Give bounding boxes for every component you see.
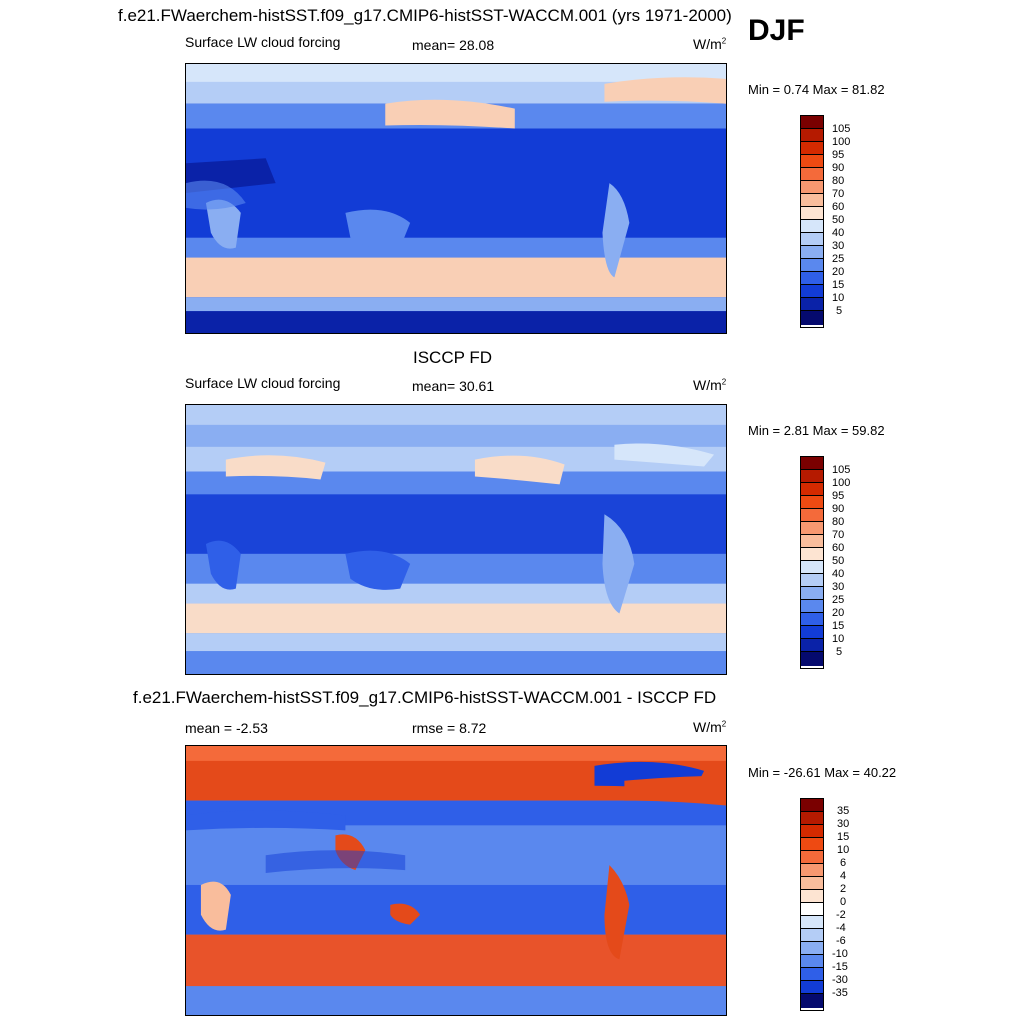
panel1-mean: mean= 28.08 [412, 37, 495, 53]
cbar1-tick: 80 [832, 175, 845, 187]
cbar1-tick: 15 [832, 279, 845, 291]
panel2-map [185, 404, 727, 675]
cbar3-tick: -15 [832, 961, 848, 973]
cbar3-tick: -6 [836, 935, 846, 947]
panel3-minmax: Min = -26.61 Max = 40.22 [748, 765, 897, 780]
cbar2-tick: 100 [832, 477, 851, 489]
cbar2-tick: 30 [832, 581, 845, 593]
panel2-mean: mean= 30.61 [412, 378, 495, 394]
panel1-variable: Surface LW cloud forcing [185, 34, 341, 50]
panel2-variable: Surface LW cloud forcing [185, 375, 341, 391]
cbar1-tick: 20 [832, 266, 845, 278]
cbar1-tick: 25 [832, 253, 845, 265]
cbar3-tick: 15 [837, 831, 850, 843]
panel1-colorbar [800, 115, 824, 328]
cbar3-tick: 10 [837, 844, 850, 856]
cbar2-tick: 70 [832, 529, 845, 541]
panel3-title: f.e21.FWaerchem-histSST.f09_g17.CMIP6-hi… [133, 688, 717, 707]
panel2-colorbar [800, 456, 824, 669]
cbar1-tick: 105 [832, 123, 851, 135]
cbar1-tick: 10 [832, 292, 845, 304]
cbar2-tick: 90 [832, 503, 845, 515]
cbar1-tick: 60 [832, 201, 845, 213]
panel3-units: W/m2 [693, 719, 727, 735]
cbar2-tick: 5 [836, 646, 843, 658]
cbar2-tick: 80 [832, 516, 845, 528]
panel2-units: W/m2 [693, 377, 727, 393]
cbar2-tick: 20 [832, 607, 845, 619]
cbar2-tick: 15 [832, 620, 845, 632]
panel2-title: ISCCP FD [413, 348, 493, 367]
panel1-units: W/m2 [693, 36, 727, 52]
cbar1-tick: 100 [832, 136, 851, 148]
panel3-mean: mean = -2.53 [185, 720, 268, 736]
cbar2-tick: 105 [832, 464, 851, 476]
cbar1-tick: 50 [832, 214, 845, 226]
cbar2-tick: 95 [832, 490, 845, 502]
cbar3-tick: -10 [832, 948, 848, 960]
cbar2-tick: 40 [832, 568, 845, 580]
panel1-title: f.e21.FWaerchem-histSST.f09_g17.CMIP6-hi… [118, 6, 732, 25]
cbar1-tick: 70 [832, 188, 845, 200]
cbar3-tick: 30 [837, 818, 850, 830]
panel3-map [185, 745, 727, 1016]
cbar1-tick: 30 [832, 240, 845, 252]
cbar2-tick: 60 [832, 542, 845, 554]
cbar3-tick: 35 [837, 805, 850, 817]
cbar3-tick: 4 [840, 870, 847, 882]
panel3-colorbar [800, 798, 824, 1011]
cbar3-tick: -30 [832, 974, 848, 986]
cbar3-tick: -4 [836, 922, 846, 934]
cbar3-tick: 6 [840, 857, 847, 869]
cbar3-tick: 2 [840, 883, 847, 895]
cbar2-tick: 10 [832, 633, 845, 645]
cbar2-tick: 25 [832, 594, 845, 606]
cbar1-tick: 95 [832, 149, 845, 161]
season-label: DJF [748, 14, 805, 47]
cbar2-tick: 50 [832, 555, 845, 567]
cbar3-tick: -35 [832, 987, 848, 999]
cbar3-tick: 0 [840, 896, 847, 908]
panel1-minmax: Min = 0.74 Max = 81.82 [748, 82, 885, 97]
cbar1-tick: 40 [832, 227, 845, 239]
panel2-minmax: Min = 2.81 Max = 59.82 [748, 423, 885, 438]
panel3-rmse: rmse = 8.72 [412, 720, 487, 736]
cbar3-tick: -2 [836, 909, 846, 921]
cbar1-tick: 90 [832, 162, 845, 174]
cbar1-tick: 5 [836, 305, 843, 317]
panel1-map [185, 63, 727, 334]
